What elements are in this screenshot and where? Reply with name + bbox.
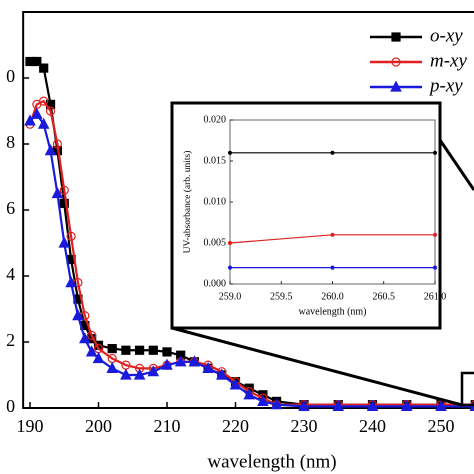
y-tick-label: 0.020 — [204, 114, 227, 125]
x-tick-label: 259.0 — [219, 291, 242, 302]
x-tick-label: 220 — [222, 416, 249, 436]
y-tick-label: 6 — [6, 198, 15, 218]
marker — [227, 150, 233, 155]
x-axis-label: wavelength (nm) — [298, 306, 366, 317]
marker — [243, 388, 255, 400]
marker — [31, 107, 43, 119]
marker — [39, 63, 49, 73]
marker — [227, 240, 233, 246]
marker — [106, 361, 118, 373]
marker — [65, 276, 77, 288]
x-tick-label: 210 — [154, 416, 181, 436]
legend-marker — [391, 57, 401, 67]
marker — [85, 345, 98, 357]
marker — [135, 345, 145, 355]
plot: 259.0 259.5 260.0 260.5 261.0 0.000 0.005 0.010… — [182, 114, 446, 317]
connector — [171, 326, 463, 407]
legend-marker — [390, 80, 402, 92]
plot: 1902002102202302402501024680wavelength (… — [6, 11, 474, 472]
legend-marker — [391, 32, 401, 42]
marker — [52, 139, 63, 149]
y-tick-label: 0 — [6, 396, 15, 416]
marker — [87, 330, 97, 340]
y-tick-label: 2 — [6, 330, 15, 350]
marker — [59, 198, 69, 208]
y-tick-label: 0.005 — [204, 237, 227, 248]
legend-label: m-xy — [430, 50, 467, 71]
x-axis-label: wavelength (nm) — [207, 451, 336, 472]
marker — [51, 187, 64, 199]
marker — [66, 231, 76, 241]
marker — [432, 150, 438, 155]
marker — [162, 347, 172, 357]
inset-frame — [170, 101, 442, 330]
marker — [148, 345, 158, 355]
marker — [216, 368, 228, 380]
marker — [332, 399, 345, 411]
marker — [45, 106, 56, 116]
marker — [58, 236, 71, 248]
y-tick-label: 0.000 — [204, 278, 227, 289]
marker — [188, 355, 201, 367]
x-tick-label: 260.5 — [373, 291, 396, 302]
marker — [227, 265, 233, 270]
zoom-box — [460, 371, 474, 407]
marker — [432, 232, 438, 237]
marker — [366, 399, 379, 411]
marker — [270, 398, 283, 410]
marker — [24, 114, 36, 126]
connector — [438, 139, 474, 191]
marker — [147, 365, 160, 377]
legend-label: p-xy — [428, 75, 463, 96]
marker — [72, 309, 84, 321]
x-tick-label: 230 — [291, 416, 318, 436]
x-tick-label: 250 — [428, 416, 455, 436]
marker — [44, 144, 57, 156]
y-tick-label: 0.015 — [204, 155, 227, 166]
marker — [107, 344, 117, 354]
marker — [202, 361, 214, 373]
marker — [229, 378, 242, 390]
marker — [330, 265, 335, 270]
x-tick-label: 190 — [17, 416, 44, 436]
y-axis-label: UV-absorbance (arb. units) — [182, 151, 193, 254]
marker — [161, 358, 173, 370]
marker — [330, 232, 335, 237]
y-tick-label: 0 — [6, 66, 15, 86]
marker — [330, 150, 335, 155]
marker — [79, 332, 91, 344]
x-tick-label: 260.0 — [321, 291, 344, 302]
legend-label: o-xy — [430, 25, 463, 46]
marker — [133, 368, 146, 380]
marker — [92, 352, 105, 364]
x-tick-label: 259.5 — [270, 291, 293, 302]
y-tick-label: 0.010 — [204, 196, 227, 207]
marker — [257, 394, 269, 406]
y-tick-label: 4 — [6, 264, 15, 284]
marker — [59, 185, 69, 195]
marker — [435, 399, 447, 411]
marker — [37, 117, 50, 129]
x-tick-label: 240 — [359, 416, 386, 436]
y-tick-label: 8 — [6, 132, 15, 152]
marker — [120, 368, 132, 380]
x-tick-label: 261.0 — [424, 291, 447, 302]
marker — [39, 96, 49, 106]
x-tick-label: 200 — [85, 416, 112, 436]
marker — [32, 56, 42, 67]
marker — [121, 345, 131, 355]
marker — [400, 399, 413, 411]
marker — [174, 355, 187, 367]
marker — [298, 399, 310, 411]
marker — [432, 265, 438, 270]
